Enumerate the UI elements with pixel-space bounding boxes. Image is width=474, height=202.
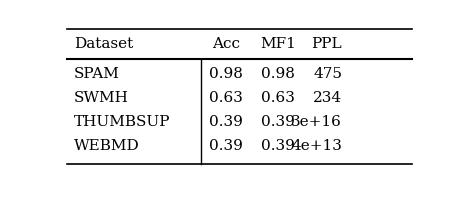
Text: 234: 234: [313, 91, 342, 105]
Text: 475: 475: [313, 67, 342, 81]
Text: 0.39: 0.39: [261, 139, 295, 153]
Text: SPAM: SPAM: [74, 67, 120, 81]
Text: THUMBSUP: THUMBSUP: [74, 115, 171, 129]
Text: SWMH: SWMH: [74, 91, 129, 105]
Text: 0.63: 0.63: [261, 91, 295, 105]
Text: Acc: Acc: [212, 37, 240, 52]
Text: 0.39: 0.39: [210, 115, 243, 129]
Text: WEBMD: WEBMD: [74, 139, 140, 153]
Text: 0.39: 0.39: [261, 115, 295, 129]
Text: 3e+16: 3e+16: [291, 115, 342, 129]
Text: 0.39: 0.39: [210, 139, 243, 153]
Text: MF1: MF1: [260, 37, 296, 52]
Text: Dataset: Dataset: [74, 37, 133, 52]
Text: PPL: PPL: [311, 37, 342, 52]
Text: 4e+13: 4e+13: [291, 139, 342, 153]
Text: 0.63: 0.63: [210, 91, 243, 105]
Text: 0.98: 0.98: [210, 67, 243, 81]
Text: 0.98: 0.98: [261, 67, 295, 81]
